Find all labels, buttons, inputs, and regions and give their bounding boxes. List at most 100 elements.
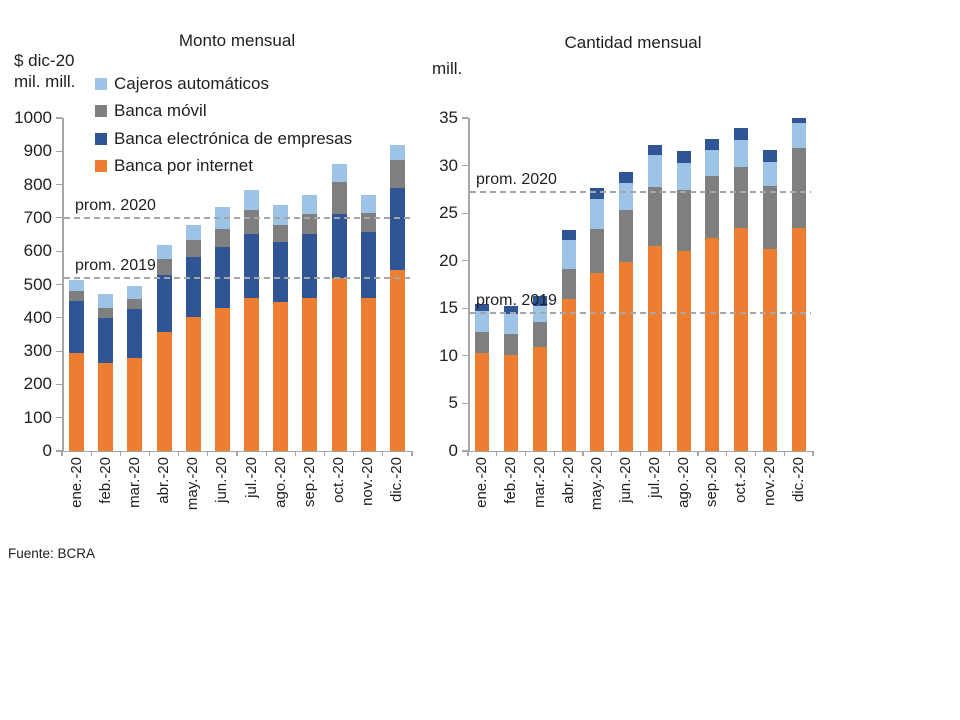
x-tick: [496, 451, 498, 456]
bar-segment-banca_movil: [98, 307, 114, 318]
y-tick-label: 35: [439, 108, 458, 127]
x-tick: [582, 451, 584, 456]
legend-item-banca-internet: Banca por internet: [95, 153, 352, 181]
bar-segment-banca_movil: [676, 190, 691, 252]
bar-segment-cajeros: [590, 198, 605, 230]
y-tick: [462, 355, 468, 357]
y-tick-label: 400: [23, 307, 52, 327]
bar-segment-banca_electronica: [98, 317, 114, 363]
x-axis-label: dic.-20: [789, 457, 807, 503]
bar-segment-banca_internet: [302, 298, 318, 451]
x-tick: [323, 451, 326, 456]
y-tick-label: 800: [23, 174, 52, 194]
bar-segment-banca_electronica: [647, 144, 662, 156]
bar-segment-banca_internet: [185, 316, 201, 451]
bar-segment-cajeros: [791, 122, 806, 149]
bar-segment-cajeros: [475, 311, 490, 333]
x-tick: [812, 451, 814, 456]
y-tick: [56, 317, 62, 319]
x-axis-label: nov.-20: [760, 457, 778, 506]
bar-segment-cajeros: [762, 161, 777, 186]
y-tick: [462, 212, 468, 214]
x-axis-label: abr.-20: [559, 457, 577, 504]
bar-segment-cajeros: [389, 144, 405, 161]
bar-segment-banca_internet: [676, 251, 691, 451]
y-tick-label: 100: [23, 407, 52, 427]
bar-segment-banca_internet: [647, 246, 662, 451]
bar-segment-banca_movil: [791, 148, 806, 229]
bar-segment-cajeros: [331, 163, 347, 182]
bar-segment-banca_electronica: [561, 230, 576, 240]
y-tick-label: 0: [42, 441, 52, 460]
legend-swatch-cajeros-icon: [95, 77, 107, 90]
x-axis-label: jul.-20: [645, 457, 663, 498]
x-tick: [524, 451, 527, 456]
bar-segment-banca_electronica: [504, 306, 519, 314]
bar-segment-banca_movil: [331, 181, 347, 214]
legend-label: Banca electrónica de empresas: [114, 128, 353, 148]
y-tick: [462, 450, 468, 452]
bar-segment-banca_internet: [475, 353, 490, 451]
bar-segment-cajeros: [185, 224, 201, 241]
reference-line-label: prom. 2019: [75, 256, 156, 274]
bar-segment-banca_internet: [156, 331, 172, 451]
bar-segment-banca_internet: [561, 298, 576, 451]
bar-segment-banca_electronica: [475, 303, 490, 312]
bar-segment-banca_electronica: [590, 188, 605, 199]
y-tick: [56, 217, 62, 219]
bar-segment-banca_movil: [561, 269, 576, 299]
reference-line-label: prom. 2020: [75, 196, 156, 214]
y-tick-label: 1000: [14, 108, 52, 127]
bar-segment-banca_electronica: [619, 172, 634, 183]
x-tick: [639, 451, 642, 456]
bar-segment-banca_electronica: [127, 309, 143, 359]
y-tick: [462, 117, 468, 119]
y-tick-label: 25: [439, 203, 458, 223]
bar-segment-banca_electronica: [302, 233, 318, 299]
reference-line: [470, 312, 811, 315]
y-tick: [56, 383, 62, 385]
bar-segment-banca_internet: [532, 347, 547, 451]
x-axis-label: ene.-20: [473, 457, 491, 508]
bar-segment-banca_electronica: [734, 127, 749, 140]
x-tick: [294, 451, 296, 456]
bar-segment-banca_internet: [273, 301, 289, 451]
bar-segment-banca_internet: [69, 352, 85, 451]
legend-item-cajeros: Cajeros automáticos: [95, 70, 352, 98]
x-axis-label: oct.-20: [732, 457, 750, 503]
y-tick-label: 30: [439, 155, 458, 175]
x-tick: [754, 451, 757, 456]
bar-segment-cajeros: [98, 294, 114, 308]
bar-segment-banca_internet: [214, 307, 230, 451]
y-tick: [462, 164, 468, 167]
bar-segment-banca_internet: [389, 269, 405, 451]
x-tick: [148, 451, 151, 456]
x-tick: [467, 451, 469, 456]
x-axis-label: feb.-20: [502, 457, 520, 504]
x-axis-label: may.-20: [588, 457, 606, 511]
bar-segment-banca_movil: [185, 240, 201, 257]
y-axis-unit-label-monto: $ dic-20 mil. mill.: [14, 51, 76, 91]
bar-segment-banca_electronica: [69, 301, 85, 353]
bar-segment-banca_movil: [127, 299, 143, 310]
y-tick-label: 600: [23, 241, 52, 261]
x-axis-label: sep.-20: [703, 457, 721, 508]
bar-segment-banca_internet: [504, 354, 519, 451]
bar-segment-cajeros: [647, 155, 662, 188]
bar-segment-banca_electronica: [331, 213, 347, 278]
legend-swatch-banca-internet-icon: [95, 160, 107, 173]
bar-segment-banca_movil: [389, 160, 405, 188]
bar-segment-banca_internet: [705, 237, 720, 451]
chart-title-monto: Monto mensual: [178, 31, 296, 50]
y-tick-label: 500: [23, 274, 52, 294]
legend-item-banca-electronica: Banca electrónica de empresas: [95, 125, 352, 153]
bar-segment-banca_electronica: [360, 231, 376, 298]
bar-segment-banca_internet: [331, 277, 347, 451]
y-tick-label: 300: [23, 341, 52, 361]
y-tick: [462, 260, 468, 262]
bar-segment-banca_movil: [734, 167, 749, 229]
legend-item-banca-movil: Banca móvil: [95, 98, 352, 126]
reference-line-label: prom. 2020: [476, 171, 557, 189]
x-tick: [382, 451, 384, 456]
